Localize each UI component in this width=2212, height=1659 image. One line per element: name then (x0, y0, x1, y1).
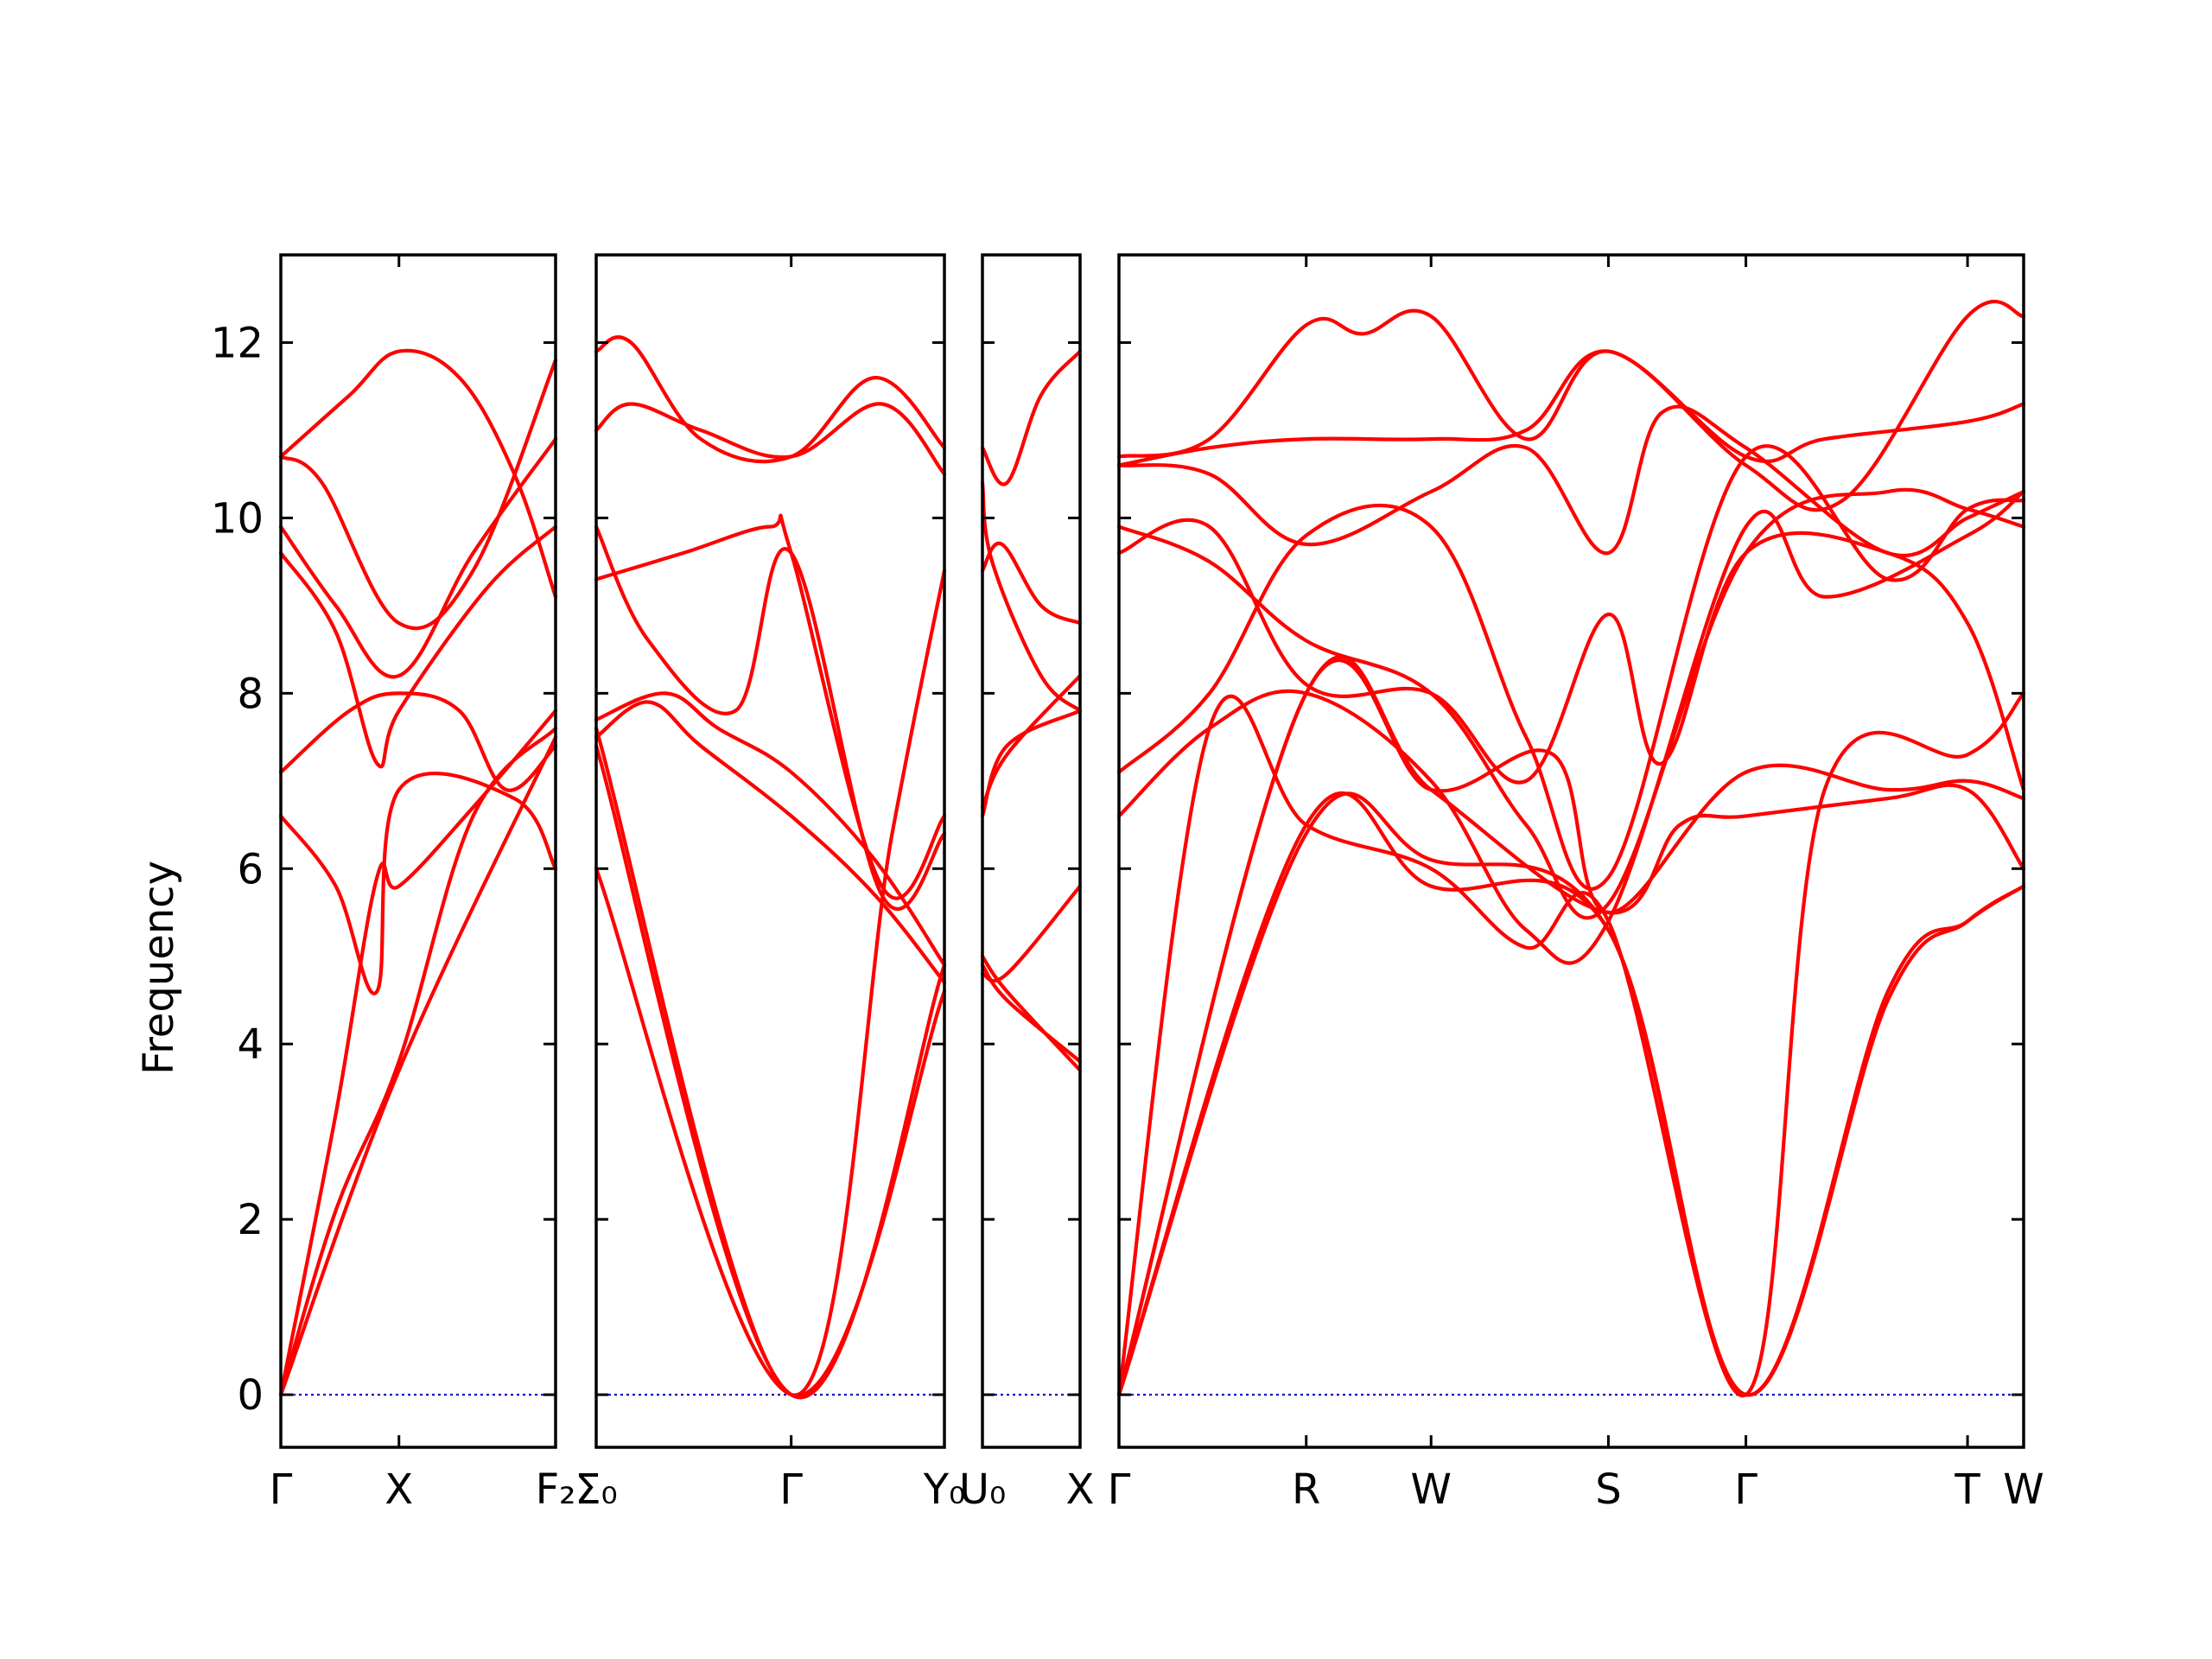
y-axis-label: Frequency (135, 861, 183, 1075)
band-line-1 (980, 963, 1083, 1064)
x-tick-label: U₀ (959, 1465, 1006, 1514)
y-tick-label: 10 (211, 494, 264, 543)
band-line-5 (278, 691, 558, 792)
band-line-7 (980, 349, 1083, 486)
band-line-9 (1116, 518, 2026, 792)
band-line-7 (1116, 444, 2026, 891)
band-line-4 (594, 700, 947, 985)
band-line-4 (278, 772, 558, 995)
panel-frame (981, 253, 1082, 1449)
band-line-5 (1116, 658, 2026, 1397)
panel-frame (1117, 253, 2025, 1449)
panel-frame (594, 253, 946, 1449)
band-line-3 (594, 569, 947, 1397)
x-tick-label: Γ (1108, 1465, 1131, 1514)
band-line-2 (1116, 791, 2026, 1397)
y-tick-label: 2 (237, 1196, 264, 1244)
y-tick-label: 6 (237, 845, 264, 893)
band-line-11 (1116, 349, 2026, 467)
band-line-3 (980, 884, 1083, 983)
band-line-12 (1116, 299, 2026, 512)
x-tick-label: Γ (779, 1465, 803, 1514)
x-tick-label: S (1595, 1465, 1621, 1514)
x-tick-label: Γ (270, 1465, 293, 1514)
band-line-5 (594, 691, 947, 967)
x-tick-label: W (2003, 1465, 2044, 1514)
y-tick-label: 12 (211, 319, 264, 367)
x-tick-label: X (1066, 1465, 1095, 1514)
x-tick-label: Y₀ (923, 1465, 966, 1514)
band-line-6 (1116, 489, 2026, 965)
panel-1: Γ X F₂ (270, 253, 576, 1514)
band-line-8 (1116, 487, 2026, 920)
y-tick-label: 4 (237, 1020, 264, 1069)
band-line-2 (980, 954, 1083, 1072)
band-line-3 (278, 709, 558, 1397)
band-line-8 (278, 358, 558, 631)
band-line-5 (980, 674, 1083, 810)
panel-3: U₀ X (959, 253, 1095, 1514)
band-line-7 (594, 524, 947, 912)
panel-2: Σ₀ Γ Y₀ (575, 253, 966, 1514)
band-line-10 (1116, 404, 2026, 558)
band-line-9 (278, 348, 558, 599)
x-tick-label: W (1410, 1465, 1451, 1514)
x-tick-label: T (1954, 1465, 1980, 1514)
band-line-1 (278, 735, 558, 1397)
y-tick-label: 0 (237, 1371, 264, 1420)
band-line-6 (278, 524, 558, 769)
x-tick-label: R (1292, 1465, 1320, 1514)
x-tick-label: F₂ (536, 1465, 576, 1514)
band-line-8 (594, 402, 947, 476)
y-tick-label: 8 (237, 670, 264, 718)
x-tick-label: Σ₀ (575, 1465, 618, 1514)
band-line-9 (594, 335, 947, 464)
x-tick-label: X (385, 1465, 413, 1514)
x-tick-label: Γ (1734, 1465, 1758, 1514)
band-line-7 (278, 437, 558, 679)
panel-frame (279, 253, 557, 1449)
